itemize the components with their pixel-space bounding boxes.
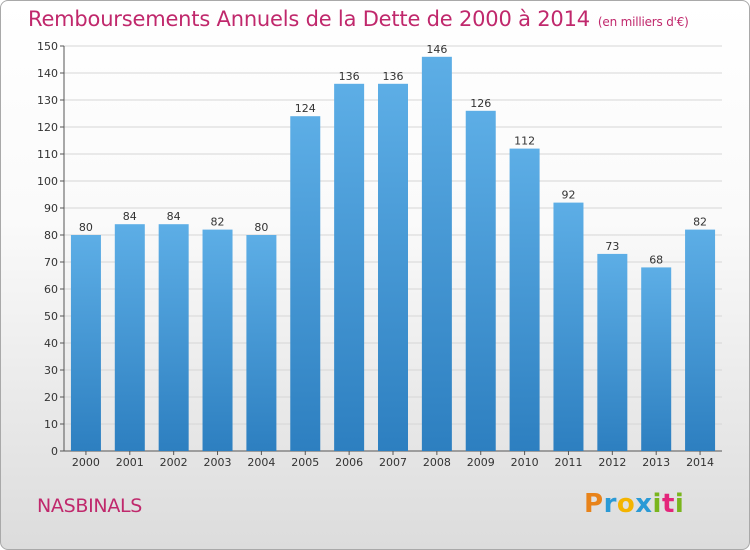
- bar: [114, 224, 145, 451]
- y-tick-label: 140: [37, 67, 58, 80]
- x-tick-label: 2003: [204, 456, 232, 469]
- y-tick-label: 110: [37, 148, 58, 161]
- y-tick-label: 60: [44, 283, 58, 296]
- y-tick-label: 80: [44, 229, 58, 242]
- logo-letter: P: [584, 489, 604, 519]
- data-label: 136: [383, 70, 404, 83]
- data-label: 82: [693, 216, 707, 229]
- data-label: 84: [167, 210, 181, 223]
- x-tick-label: 2011: [554, 456, 582, 469]
- data-label: 73: [605, 240, 619, 253]
- x-tick-label: 2004: [247, 456, 275, 469]
- y-tick-label: 0: [51, 445, 58, 458]
- x-tick-label: 2005: [291, 456, 319, 469]
- logo-letter: o: [616, 489, 636, 519]
- data-label: 92: [561, 189, 575, 202]
- chart-title: Remboursements Annuels de la Dette de 20…: [28, 7, 689, 31]
- bar: [290, 116, 321, 451]
- bar: [553, 202, 584, 451]
- logo-letter: i: [652, 489, 662, 519]
- y-tick-label: 90: [44, 202, 58, 215]
- x-tick-label: 2012: [598, 456, 626, 469]
- y-tick-label: 50: [44, 310, 58, 323]
- bar: [158, 224, 189, 451]
- x-tick-label: 2006: [335, 456, 363, 469]
- data-label: 126: [470, 97, 491, 110]
- bar: [597, 253, 628, 451]
- proxiti-logo: Proxiti: [584, 489, 684, 519]
- logo-letter: x: [635, 489, 653, 519]
- title-text: Remboursements Annuels de la Dette de 20…: [28, 7, 590, 31]
- logo-letter: t: [661, 489, 675, 519]
- logo-letter: r: [603, 489, 617, 519]
- x-tick-label: 2008: [423, 456, 451, 469]
- bar: [246, 235, 277, 451]
- x-tick-label: 2001: [116, 456, 144, 469]
- x-tick-label: 2000: [72, 456, 100, 469]
- y-tick-label: 100: [37, 175, 58, 188]
- bar: [685, 229, 716, 451]
- data-label: 80: [254, 221, 268, 234]
- bar: [421, 56, 452, 452]
- data-label: 146: [426, 43, 447, 56]
- data-label: 84: [123, 210, 137, 223]
- bar: [378, 83, 408, 452]
- y-tick-label: 20: [44, 391, 58, 404]
- y-tick-label: 120: [37, 121, 58, 134]
- y-tick-label: 150: [37, 40, 58, 53]
- town-name: NASBINALS: [37, 495, 143, 517]
- data-label: 68: [649, 253, 663, 266]
- y-tick-label: 40: [44, 337, 58, 350]
- y-tick-label: 130: [37, 94, 58, 107]
- bar: [641, 267, 672, 451]
- data-label: 112: [514, 135, 535, 148]
- x-tick-label: 2014: [686, 456, 714, 469]
- y-tick-label: 70: [44, 256, 58, 269]
- bar: [202, 229, 233, 451]
- bar: [465, 110, 496, 452]
- y-tick-label: 30: [44, 364, 58, 377]
- bar: [509, 148, 540, 451]
- x-tick-label: 2002: [160, 456, 188, 469]
- bar: [70, 235, 101, 451]
- bar: [334, 83, 365, 452]
- data-label: 80: [79, 221, 93, 234]
- data-label: 82: [211, 216, 225, 229]
- unit-label: (en milliers d'€): [597, 15, 689, 29]
- logo-letter: i: [674, 489, 685, 519]
- x-tick-label: 2007: [379, 456, 407, 469]
- data-label: 124: [295, 102, 316, 115]
- data-label: 136: [339, 70, 360, 83]
- y-tick-label: 10: [44, 418, 58, 431]
- x-tick-label: 2010: [511, 456, 539, 469]
- x-tick-label: 2013: [642, 456, 670, 469]
- x-tick-label: 2009: [467, 456, 495, 469]
